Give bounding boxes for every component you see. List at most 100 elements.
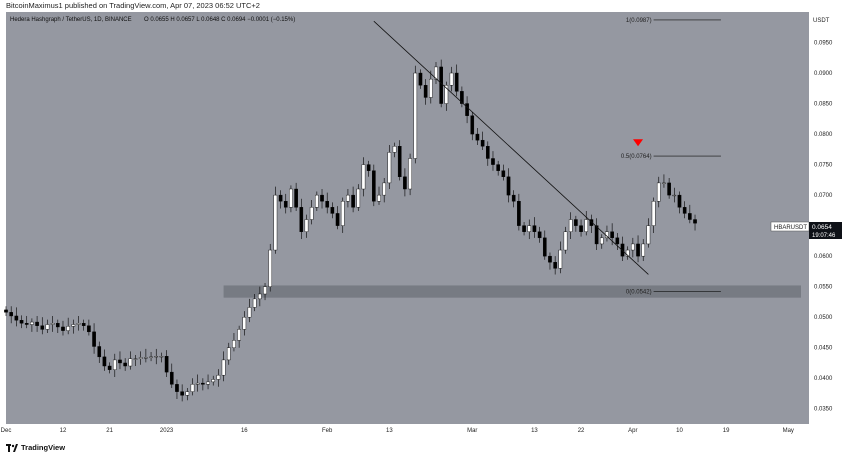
candle-body [335, 213, 340, 226]
candle [397, 140, 402, 181]
candle [346, 189, 350, 208]
candle-body [496, 164, 500, 171]
candle [164, 350, 169, 378]
candle [688, 204, 692, 224]
candle-body [40, 325, 45, 330]
candle-body [232, 340, 236, 348]
candle-body [195, 382, 200, 385]
candle [268, 243, 273, 292]
candle [149, 351, 153, 362]
candle-body [470, 115, 475, 135]
candle [594, 218, 599, 251]
candle [672, 187, 677, 203]
candle-body [283, 201, 288, 208]
candle-body [56, 323, 60, 328]
y-tick-label: 0.0400 [814, 376, 833, 382]
candle-body [268, 249, 273, 287]
candle-body [206, 381, 210, 385]
candle [475, 127, 480, 146]
candle-body [216, 374, 221, 380]
candle [387, 145, 392, 190]
candle [24, 315, 29, 329]
candle-body [532, 225, 537, 232]
candle [527, 219, 532, 240]
candle-body [522, 225, 526, 232]
candle-body [97, 346, 102, 358]
candle-body [656, 182, 661, 202]
candle [434, 62, 438, 85]
candle-body [392, 146, 397, 153]
plot-area[interactable] [6, 12, 809, 424]
candle [4, 306, 8, 316]
candle-body [563, 231, 568, 251]
y-tick-label: 0.0550 [814, 285, 833, 291]
candle-body [542, 237, 547, 257]
candle-body [579, 225, 583, 232]
candle-body [325, 201, 330, 208]
candle-body [439, 66, 443, 104]
candle-body [123, 362, 127, 367]
candle [636, 235, 640, 263]
price-chart[interactable]: 1(0.0987) 0.5(0.0764) 0(0.0542) 0.0350 0.04… [0, 12, 850, 436]
candle [45, 319, 50, 334]
candle [372, 164, 376, 207]
header-bar [0, 0, 850, 12]
candle [50, 315, 55, 332]
x-tick-label: 12 [60, 428, 67, 434]
candle-body [454, 72, 459, 92]
candle-body [434, 66, 438, 80]
time-axis[interactable] [0, 424, 809, 436]
candle [71, 319, 76, 334]
x-tick-label: 16 [241, 428, 248, 434]
y-tick-label: 0.0750 [814, 163, 833, 169]
candle-body [190, 384, 195, 392]
candle [92, 323, 96, 354]
candle [325, 192, 330, 214]
candle [480, 131, 485, 150]
candle [19, 315, 24, 329]
candle [283, 193, 288, 214]
y-tick-label: 0.0350 [814, 407, 833, 413]
candle-body [102, 356, 107, 367]
candle [169, 363, 174, 388]
candle [118, 351, 122, 370]
candle-body [485, 146, 490, 159]
candle [278, 190, 283, 209]
candle [506, 168, 511, 203]
drawings-layer: 1(0.0987) 0.5(0.0764) 0(0.0542) [373, 18, 721, 296]
fib-level-label: 0(0.0542) [626, 290, 652, 296]
candle-body [594, 225, 599, 245]
candle [599, 234, 604, 249]
candle-body [149, 356, 153, 358]
x-tick-label: Apr [628, 428, 637, 434]
candle-body [159, 356, 164, 358]
candle-body [548, 255, 552, 263]
candle-body [9, 312, 13, 317]
candle-body [625, 249, 630, 257]
candle [366, 160, 371, 177]
candle-body [81, 323, 86, 326]
x-tick-label: 13 [531, 428, 538, 434]
x-tick-label: Mar [467, 428, 477, 434]
candle [180, 384, 184, 402]
candle [76, 315, 81, 331]
candle-body [273, 194, 278, 251]
candle-body [475, 133, 480, 141]
tradingview-logo[interactable]: TradingView [6, 443, 65, 452]
candle [273, 186, 278, 254]
candle [382, 178, 386, 203]
candle-body [201, 382, 205, 385]
y-tick-label: 0.0950 [814, 41, 833, 47]
candle-body [19, 320, 24, 324]
candle [584, 210, 589, 236]
candle [102, 349, 107, 371]
candle-body [71, 324, 76, 327]
candle-body [413, 72, 418, 159]
candle-body [444, 85, 449, 104]
candle-body [387, 152, 392, 184]
candle [154, 348, 159, 365]
chart-title: Hedera Hashgraph / TetherUS, 1D, BINANCE [10, 17, 132, 23]
candle [537, 226, 542, 243]
candle [258, 286, 262, 307]
x-tick-label: 22 [578, 428, 585, 434]
